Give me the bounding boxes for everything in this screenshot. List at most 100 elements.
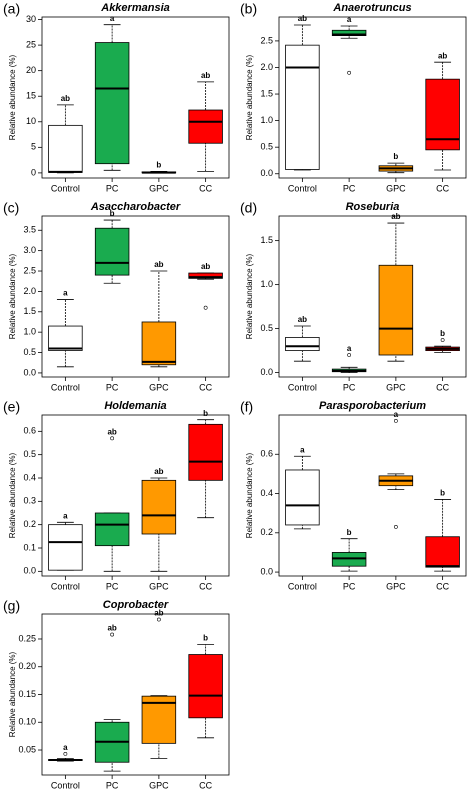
plot-frame — [278, 414, 467, 577]
significance-letter: b — [203, 634, 208, 643]
box — [48, 325, 83, 351]
outlier — [347, 70, 352, 75]
y-tick-label: 0.05 — [18, 744, 36, 754]
y-tick-label: 10 — [26, 116, 36, 126]
significance-letter: ab — [107, 427, 116, 436]
box — [188, 109, 223, 144]
box — [285, 337, 320, 352]
y-tick-label: 1.5 — [260, 88, 273, 98]
box — [378, 264, 414, 356]
plot-frame — [41, 414, 230, 577]
significance-letter: ab — [154, 467, 163, 476]
y-tick-label: 1.5 — [23, 306, 36, 316]
significance-letter: b — [203, 409, 208, 418]
y-tick-label: 0.6 — [260, 449, 273, 459]
y-tick-label: 0.6 — [23, 426, 36, 436]
y-tick-label: 0.4 — [23, 472, 36, 482]
chart-title: Holdemania — [104, 400, 166, 412]
y-tick-label: 0.5 — [260, 142, 273, 152]
y-tick-label: 0.5 — [23, 449, 36, 459]
x-tick-label: Control — [288, 183, 317, 193]
significance-letter: b — [156, 160, 161, 169]
x-tick-label: CC — [199, 183, 212, 193]
box — [425, 78, 460, 151]
outlier — [393, 418, 398, 423]
plot-frame — [41, 215, 230, 378]
chart-title: Asaccharobacter — [90, 201, 181, 213]
significance-letter: b — [393, 152, 398, 161]
box — [141, 321, 177, 366]
panel-label: (g) — [3, 598, 20, 614]
x-tick-label: CC — [436, 183, 449, 193]
y-tick-label: 2.0 — [23, 286, 36, 296]
panel-label: (b) — [240, 1, 257, 17]
x-tick-label: CC — [436, 382, 449, 392]
y-tick-label: 1.5 — [260, 235, 273, 245]
x-tick-label: CC — [199, 780, 212, 790]
significance-letter: ab — [201, 71, 210, 80]
y-tick-label: 25 — [26, 39, 36, 49]
y-axis-label: Relative abundance (%) — [245, 54, 254, 140]
outlier — [63, 752, 68, 756]
outlier — [156, 617, 161, 622]
x-tick-label: PC — [343, 382, 356, 392]
y-tick-label: 0.0 — [23, 367, 36, 377]
y-tick-label: 0.20 — [18, 661, 36, 671]
y-axis-label: Relative abundance (%) — [8, 452, 17, 538]
x-tick-label: GPC — [386, 382, 406, 392]
significance-letter: ab — [154, 260, 163, 269]
y-tick-label: 0 — [31, 167, 36, 177]
y-tick-label: 0.3 — [23, 496, 36, 506]
y-tick-label: 2.0 — [260, 62, 273, 72]
significance-letter: ab — [154, 609, 163, 618]
box — [141, 695, 177, 744]
panel-label: (f) — [240, 399, 253, 415]
box — [48, 124, 83, 173]
outlier — [110, 632, 115, 637]
y-axis-label: Relative abundance (%) — [8, 54, 17, 140]
box — [188, 272, 223, 279]
y-tick-label: 1.0 — [260, 115, 273, 125]
y-tick-label: 0.0 — [260, 168, 273, 178]
x-tick-label: GPC — [149, 382, 169, 392]
significance-letter: a — [347, 344, 352, 353]
significance-letter: ab — [61, 94, 70, 103]
outlier — [440, 338, 445, 342]
y-tick-label: 1.0 — [23, 327, 36, 337]
x-tick-label: Control — [288, 581, 317, 591]
y-tick-label: 5 — [31, 142, 36, 152]
x-tick-label: PC — [343, 581, 356, 591]
significance-letter: ab — [201, 262, 210, 271]
box — [285, 469, 320, 526]
significance-letter: b — [110, 209, 115, 218]
y-tick-label: 0.4 — [260, 488, 273, 498]
significance-letter: a — [394, 410, 399, 419]
y-axis-label: Relative abundance (%) — [8, 253, 17, 339]
y-tick-label: 2.5 — [23, 265, 36, 275]
y-tick-label: 1.0 — [260, 279, 273, 289]
significance-letter: ab — [298, 14, 307, 23]
y-tick-label: 30 — [26, 14, 36, 24]
box — [285, 44, 320, 170]
y-tick-label: 0.2 — [260, 527, 273, 537]
y-tick-label: 0.5 — [260, 323, 273, 333]
box — [141, 479, 177, 535]
x-tick-label: Control — [51, 780, 80, 790]
x-tick-label: PC — [106, 382, 119, 392]
y-tick-label: 0.0 — [260, 367, 273, 377]
significance-letter: a — [110, 14, 115, 23]
x-tick-label: PC — [343, 183, 356, 193]
x-tick-label: CC — [199, 581, 212, 591]
x-tick-label: Control — [51, 382, 80, 392]
significance-letter: b — [440, 489, 445, 498]
y-tick-label: 0.25 — [18, 633, 36, 643]
y-tick-label: 0.2 — [23, 519, 36, 529]
outlier — [393, 525, 398, 529]
box — [188, 423, 223, 481]
chart-title: Anaerotruncus — [332, 2, 411, 14]
x-tick-label: PC — [106, 780, 119, 790]
box — [94, 512, 130, 547]
y-tick-label: 0.15 — [18, 689, 36, 699]
x-tick-label: GPC — [149, 780, 169, 790]
